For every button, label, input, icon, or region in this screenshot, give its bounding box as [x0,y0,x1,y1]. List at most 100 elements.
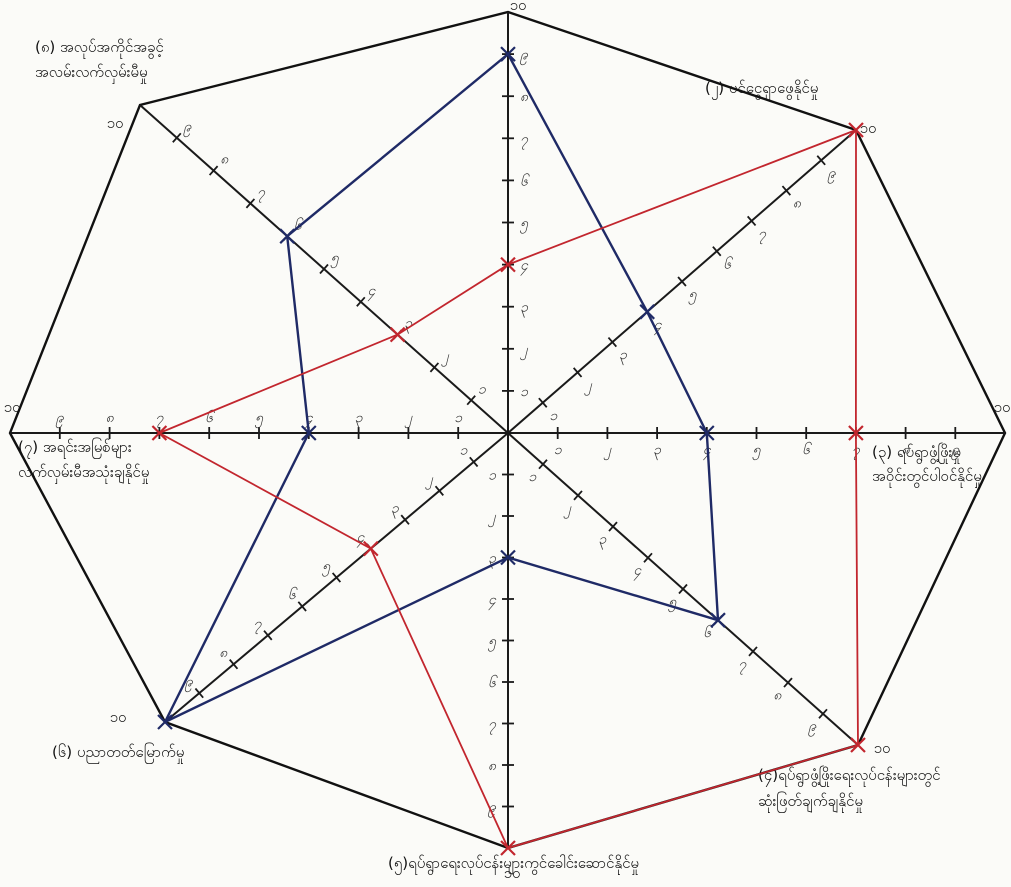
series-2-point [848,122,864,138]
axis-tick-label: ၄ [357,529,366,548]
axis-tick-label: ၉ [950,442,960,461]
series-1-point [710,612,726,628]
axis-tick-label: ၈ [793,196,802,212]
axis-tick [538,459,548,470]
axis-tick-label: ၂ [584,377,593,396]
axis-tick [677,276,687,287]
axis-tick-label: ၆ [288,586,298,603]
category-label: အလမ်းလက်လှမ်းမီမှု [35,63,148,84]
axis-tick [783,677,793,688]
axis-tick [608,521,618,532]
axis-tick-label: ၁ [528,469,537,485]
axis-tick-label: ၅ [254,410,264,429]
axis-tick-label: ၇ [257,184,266,203]
axis-tick [434,485,444,496]
axis-end-label: ၁၀ [874,739,891,757]
axis-tick-label: ၇ [738,656,747,675]
axis-tick [643,552,653,563]
series-2-point [848,425,864,441]
axis-tick-label: ၂ [563,500,572,519]
axis-tick-label: ၈ [773,688,782,704]
axis-tick-label: ၆ [205,409,215,426]
axis-end-label: ၁၀ [860,119,877,137]
axis-tick-label: ၇ [155,410,164,429]
axis-tick [319,263,329,275]
axis-tick-label: ၉ [487,800,497,819]
axis-tick-label: ၃ [391,500,400,519]
axis-tick [331,572,342,583]
series-2-point [850,737,866,753]
axis-tick-label: ၃ [488,551,497,570]
axis-tick [466,395,476,406]
axis-tick [572,367,583,378]
axis-tick-label: ၇ [520,131,529,150]
axis-tick-label: ၃ [598,532,607,551]
series-1-point [500,549,516,566]
axis-tick-label: ၁ [554,442,563,458]
axis-tick-label: ၉ [519,47,529,66]
series-2-point [500,840,516,856]
category-label: (၅)ရပ်ရွာရေးလုပ်ငန်းများကွင်ခေါင်းဆောင်န… [388,854,639,875]
category-label: လက်လှမ်းမီအသုံးချနိုင်မှု [18,463,149,484]
series-1-point [699,425,715,441]
axis-tick-label: ၁ [478,381,487,397]
axis-tick-label: ၅ [487,634,497,653]
axis-tick-label: ၄ [305,410,314,429]
axis-tick-label: ၇ [254,616,263,635]
axis-tick-label: ၆ [488,674,498,691]
axis-tick-label: ၂ [404,410,413,429]
series-1-line [162,52,720,725]
axis-end-label: ၁၀ [4,398,21,416]
category-label: (၄)ရပ်ရွာဖွံ့ဖြိုးရေးလုပ်ငန်းများတွင် [758,765,940,787]
axis-tick-label: ၃ [653,442,662,461]
axis-tick [245,198,256,209]
axis-tick [297,601,307,612]
axis-tick-label: ၇ [758,226,767,245]
axis-tick [469,456,479,468]
axis-tick-label: ၆ [723,255,733,272]
series-2-point [500,256,516,273]
axis-tick-label: ၂ [488,509,497,528]
axis-tick [818,708,828,719]
axis-tick [263,630,273,641]
axis-tick [748,646,758,657]
axis-tick-label: ၆ [703,624,713,641]
axis-tick [573,490,583,501]
category-label: (၇) အရင်းအမြစ်များ [18,437,132,459]
axis-tick-label: ၃ [520,300,529,319]
axis-tick-label: ၄ [520,258,529,277]
series-1-point [639,304,655,320]
axis-tick-label: ၆ [802,441,812,458]
category-label: (၃) ရပ်ရွာဖွံ့ဖြိုးမှု [872,442,961,464]
axis-tick [429,362,440,373]
axis-tick-label: ၅ [688,287,698,306]
axis-tick [400,514,410,525]
axis-tick-label: ၃ [619,347,628,366]
series-2-point [151,425,168,441]
axis-tick [172,132,182,143]
axis-tick-label: ၈ [106,410,115,426]
category-label: အဝိုင်းတွင်ပါဝင်နိုင်မှု [872,467,982,488]
axis-tick [816,155,826,166]
axis-tick-label: ၅ [752,442,762,461]
category-label: (၂) ပင်ငွေရှာဖွေနိုင်မှု [705,79,818,100]
axis-tick [607,336,618,348]
axis-tick [356,296,366,307]
category-label: (၆) ပညာတတ်မြောက်မှု [52,742,184,764]
series-1-point [301,425,317,441]
axis-tick [229,659,239,670]
series-1-point [157,714,173,730]
axis-tick-label: ၆ [520,172,530,189]
axis-tick-label: ၉ [55,410,65,429]
axis-tick-label: ၁ [459,443,468,459]
axis-tick-label: ၅ [519,216,529,235]
axis-tick-label: ၉ [807,719,817,738]
axis-tick-label: ၁ [549,408,558,424]
axis-tick-label: ၃ [355,410,364,429]
axis-tick-label: ၁ [454,410,463,426]
axis-tick [781,185,792,196]
axis-end-label: ၁၀ [504,864,521,882]
series-1-point [500,46,516,62]
axis-end-label: ၁၀ [107,114,124,132]
axis-tick [678,583,688,595]
